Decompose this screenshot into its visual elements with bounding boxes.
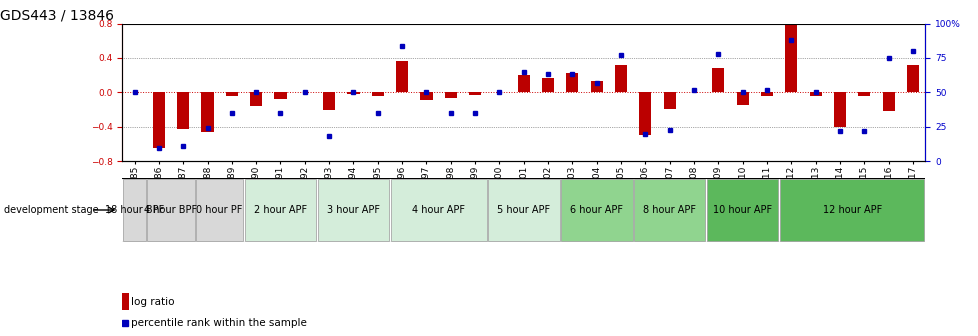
- Bar: [590, 81, 602, 92]
- Bar: [634, 179, 705, 241]
- Bar: [177, 92, 189, 129]
- Bar: [468, 92, 481, 95]
- Bar: [226, 92, 238, 96]
- Bar: [347, 92, 359, 94]
- Text: 5 hour APF: 5 hour APF: [497, 205, 550, 215]
- Bar: [196, 179, 243, 241]
- Bar: [122, 293, 128, 310]
- Bar: [274, 92, 287, 99]
- Bar: [201, 92, 213, 132]
- Text: 4 hour APF: 4 hour APF: [412, 205, 465, 215]
- Bar: [390, 179, 486, 241]
- Bar: [784, 25, 797, 92]
- Text: 4 hour BPF: 4 hour BPF: [145, 205, 198, 215]
- Text: log ratio: log ratio: [131, 297, 174, 307]
- Bar: [244, 179, 316, 241]
- Bar: [318, 179, 389, 241]
- Bar: [833, 92, 845, 127]
- Text: GDS443 / 13846: GDS443 / 13846: [0, 8, 113, 23]
- Bar: [420, 92, 432, 100]
- Text: 10 hour APF: 10 hour APF: [712, 205, 772, 215]
- Bar: [148, 179, 195, 241]
- Text: 18 hour BPF: 18 hour BPF: [105, 205, 164, 215]
- Bar: [323, 92, 334, 111]
- Bar: [560, 179, 632, 241]
- Text: development stage: development stage: [4, 205, 99, 215]
- Bar: [882, 92, 894, 111]
- Bar: [123, 179, 146, 241]
- Bar: [809, 92, 821, 96]
- Bar: [614, 65, 627, 92]
- Text: 8 hour APF: 8 hour APF: [643, 205, 695, 215]
- Bar: [906, 65, 918, 92]
- Bar: [565, 74, 578, 92]
- Bar: [542, 78, 554, 92]
- Bar: [396, 60, 408, 92]
- Bar: [639, 92, 650, 135]
- Bar: [153, 92, 164, 149]
- Bar: [858, 92, 869, 96]
- Text: 2 hour APF: 2 hour APF: [253, 205, 307, 215]
- Bar: [706, 179, 778, 241]
- Text: 0 hour PF: 0 hour PF: [197, 205, 243, 215]
- Bar: [487, 179, 559, 241]
- Bar: [249, 92, 262, 106]
- Bar: [712, 68, 724, 92]
- Text: 3 hour APF: 3 hour APF: [327, 205, 379, 215]
- Text: 12 hour APF: 12 hour APF: [822, 205, 881, 215]
- Bar: [444, 92, 457, 98]
- Bar: [372, 92, 383, 96]
- Bar: [779, 179, 923, 241]
- Bar: [663, 92, 675, 109]
- Bar: [760, 92, 773, 96]
- Text: 6 hour APF: 6 hour APF: [569, 205, 623, 215]
- Bar: [517, 75, 529, 92]
- Text: percentile rank within the sample: percentile rank within the sample: [131, 318, 307, 328]
- Bar: [735, 92, 748, 105]
